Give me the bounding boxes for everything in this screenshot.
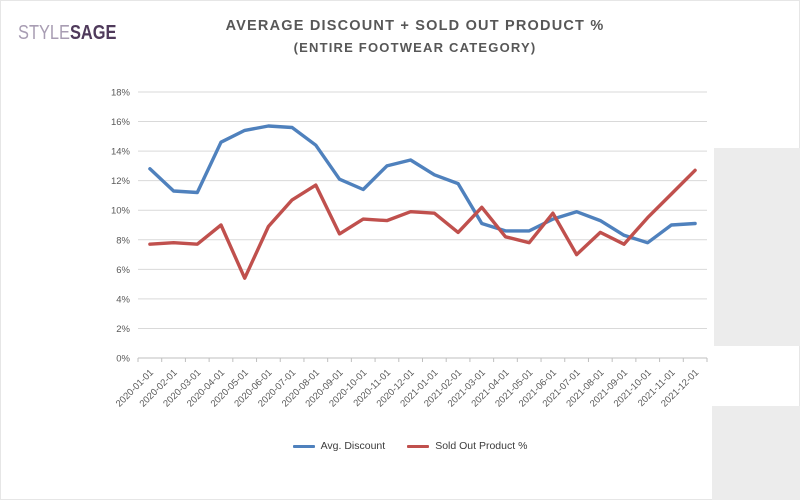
y-tick-label: 14% [111, 147, 131, 158]
sold-out-line-swatch [407, 444, 430, 448]
logo-style-text: STYLE [18, 22, 70, 44]
gridlines [138, 91, 707, 329]
y-tick-label: 0% [116, 354, 130, 365]
y-tick-label: 18% [111, 88, 131, 99]
stylesage-logo: STYLESAGE [18, 22, 116, 45]
discount-soldout-line-chart: 0% 2% 4% 6% 8% 10% 12% 14% 16% 18% 2020-01-012020-… [111, 88, 708, 409]
chart-title: AVERAGE DISCOUNT + SOLD OUT PRODUCT % [225, 18, 605, 34]
series-line-sold-out-product [148, 168, 697, 280]
background-panel-right-bottom [712, 406, 800, 500]
y-tick-label: 4% [116, 294, 130, 305]
y-tick-label: 6% [116, 265, 130, 276]
background-panel-right-top [714, 148, 800, 346]
legend-item-avg-discount: Avg. Discount [292, 440, 386, 452]
chart-legend: Avg. Discount Sold Out Product % [95, 440, 725, 452]
y-tick-label: 10% [111, 206, 131, 217]
legend-item-sold-out: Sold Out Product % [407, 440, 527, 452]
avg-discount-line-swatch [292, 444, 315, 448]
series-line-avg-discount [148, 124, 697, 245]
x-axis-labels: 2020-01-012020-02-012020-03-012020-04-01… [114, 367, 701, 409]
y-tick-label: 12% [111, 176, 131, 187]
y-tick-label: 2% [116, 324, 130, 335]
chart-subtitle: (ENTIRE FOOTWEAR CATEGORY) [293, 40, 537, 55]
y-tick-label: 8% [116, 235, 130, 246]
y-axis-labels: 0% 2% 4% 6% 8% 10% 12% 14% 16% 18% [111, 88, 131, 365]
x-axis [137, 357, 708, 362]
chart-title-block: AVERAGE DISCOUNT + SOLD OUT PRODUCT % (E… [30, 18, 800, 55]
logo-sage-text: SAGE [69, 22, 117, 44]
y-tick-label: 16% [111, 117, 131, 128]
legend-label-sold-out: Sold Out Product % [435, 440, 528, 452]
legend-label-avg-discount: Avg. Discount [320, 440, 386, 452]
